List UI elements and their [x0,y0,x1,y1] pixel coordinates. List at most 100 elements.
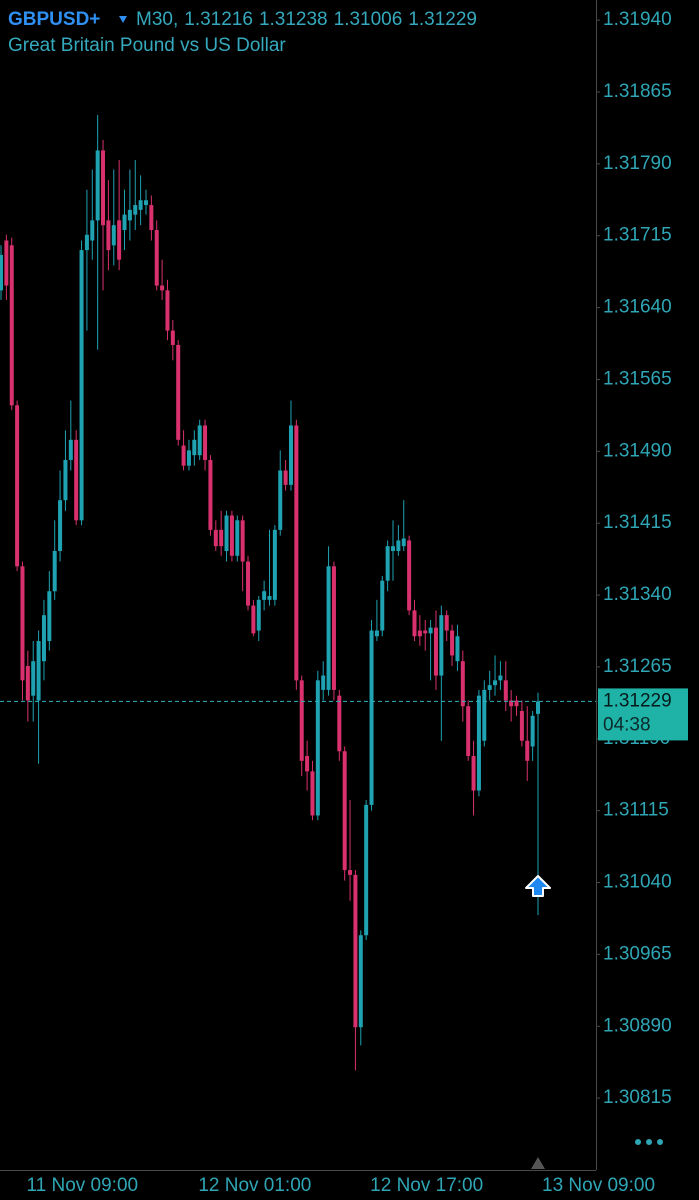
y-tick-label: 1.31715 [603,225,672,246]
header-high: 1.31238 [259,9,328,30]
candle-body [47,591,52,642]
candle-body [326,566,331,690]
candle-body [299,680,304,761]
candle-body [90,220,95,241]
symbol-menu-icon[interactable] [119,16,127,23]
current-bar-marker [531,1157,545,1169]
y-tick-label: 1.31865 [603,81,672,102]
y-tick-label: 1.31265 [603,656,672,677]
candle-body [203,425,208,460]
candle-body [95,150,100,221]
candle-body [176,344,181,440]
candle-body [353,874,358,1028]
candle-body [423,630,428,634]
candle-body [149,205,154,230]
candle-body [519,711,524,741]
candle-body [450,630,455,656]
candle-body [68,439,73,460]
more-menu-icon[interactable] [635,1139,663,1145]
candle-body [509,700,514,707]
candle-body [240,520,245,562]
y-tick-label: 1.30890 [603,1015,672,1036]
candle-body [63,459,68,501]
candle-body [439,615,444,676]
candle-body [310,771,315,816]
candle-body [476,695,481,791]
candle-body [197,425,202,456]
candle-body [433,627,438,676]
candle-body [401,538,406,547]
candle-body [160,285,165,291]
candle-body [15,405,20,567]
y-tick-label: 1.30965 [603,943,672,964]
candle-body [52,550,57,592]
axes: 1.31940 1.31865 1.31790 1.31715 1.31640 1.315… [26,9,688,1196]
plot-area [0,114,596,1071]
y-tick-label: 1.31340 [603,584,672,605]
candle-body [0,254,3,291]
candle-body [364,804,369,936]
candle-body [525,740,530,761]
candle-body [235,520,240,556]
candle-body [154,229,159,286]
y-tick-label: 1.31565 [603,368,672,389]
candle-body [208,459,213,530]
candle-body [498,675,503,681]
candle-body [186,450,191,466]
x-tick-label: 12 Nov 01:00 [198,1175,311,1196]
candle-body [246,561,251,606]
x-tick-label: 13 Nov 09:00 [542,1175,655,1196]
candle-body [9,245,14,406]
x-tick-label: 12 Nov 17:00 [370,1175,483,1196]
y-tick-label: 1.30815 [603,1087,672,1108]
candle-body [41,615,46,662]
candle-body [348,870,353,875]
candle-body [305,756,310,772]
header-low: 1.31006 [334,9,403,30]
candle-body [272,529,277,600]
candle-body [487,685,492,690]
candle-body [31,661,36,696]
candle-body [337,695,342,752]
candle-body [213,529,218,547]
candle-body [396,540,401,551]
y-tick-label: 1.31490 [603,440,672,461]
candle-body [460,661,465,707]
candle-body [79,250,84,521]
candle-body [412,610,417,637]
candle-body [482,689,487,741]
candle-body [170,330,175,345]
candle-body [428,627,433,634]
symbol[interactable]: GBPUSD+ [8,9,100,30]
candle-body [101,150,106,226]
header-close: 1.31229 [408,9,477,30]
candle-body [536,701,540,714]
candle-body [471,756,476,791]
candle-body [181,445,186,466]
candle-body [321,675,326,690]
candle-body [25,665,30,701]
candle-body [111,225,116,246]
description: Great Britain Pound vs US Dollar [8,35,286,56]
candle-body [391,546,396,551]
candle-body [74,439,79,521]
candle-body [133,205,138,215]
candle-body [315,680,320,816]
buy-arrow-icon [525,875,551,897]
candle-body [530,715,535,747]
y-tick-label: 1.31790 [603,153,672,174]
candle-body [251,605,256,634]
candle-body [117,220,122,260]
candle-body [385,546,390,581]
candle-body [143,200,148,206]
y-tick-label: 1.31040 [603,872,672,893]
candle-body [294,425,299,681]
candle-body [84,234,89,251]
candle-body [283,470,288,485]
candle-body [342,751,347,871]
candle-body [20,566,25,681]
current-price-label: 1.31229 [603,690,672,711]
